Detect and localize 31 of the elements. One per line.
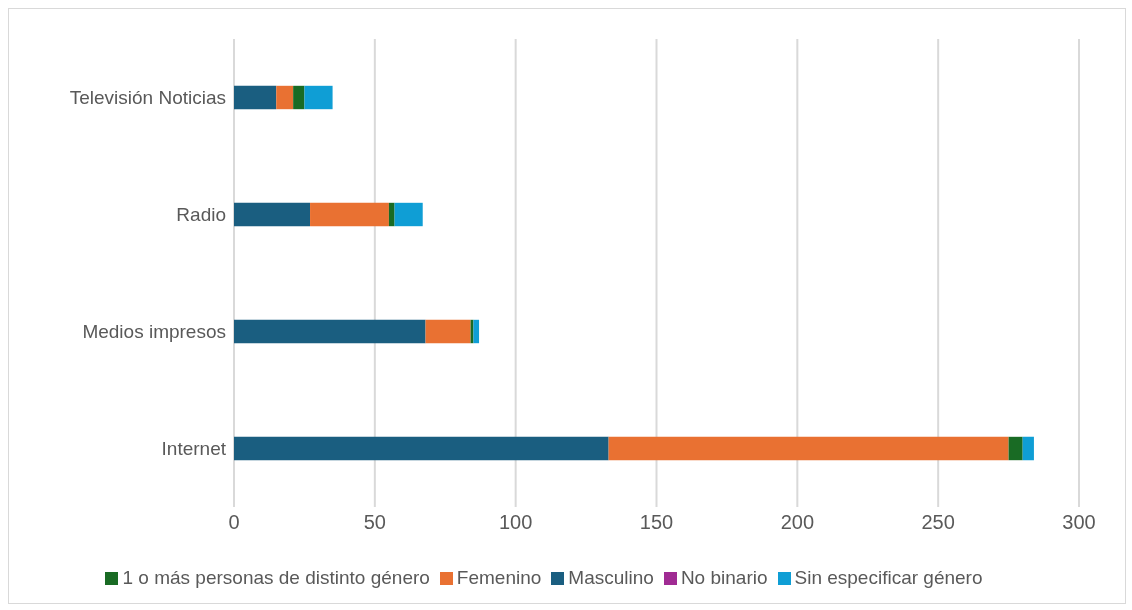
x-tick-label: 250 xyxy=(921,511,955,534)
x-tick-label: 0 xyxy=(228,511,240,534)
legend-label: 1 o más personas de distinto género xyxy=(122,567,430,588)
legend-label: No binario xyxy=(680,567,768,588)
bar xyxy=(276,85,294,110)
bar xyxy=(608,436,1009,461)
bar xyxy=(394,202,423,227)
legend-label: Femenino xyxy=(456,567,542,588)
x-tick-label: 100 xyxy=(498,511,533,534)
y-tick-label: Televisión Noticias xyxy=(69,87,226,109)
bar xyxy=(425,319,471,344)
y-tick-label: Medios impresos xyxy=(82,321,226,343)
legend-label: Masculino xyxy=(568,567,654,588)
bar xyxy=(388,202,395,227)
bar xyxy=(234,202,311,227)
bar xyxy=(234,319,426,344)
x-tick-label: 200 xyxy=(780,511,815,534)
bar xyxy=(234,85,277,110)
bar xyxy=(473,319,480,344)
bar xyxy=(1022,436,1034,461)
x-tick-label: 150 xyxy=(639,511,674,534)
y-tick-label: Radio xyxy=(176,204,226,226)
bar xyxy=(310,202,389,227)
bar xyxy=(293,85,305,110)
bar xyxy=(234,436,609,461)
x-tick-label: 300 xyxy=(1062,511,1096,534)
bar xyxy=(304,85,333,110)
x-tick-label: 50 xyxy=(363,511,386,534)
y-tick-label: Internet xyxy=(161,438,227,460)
legend-label: Sin especificar género xyxy=(794,567,983,588)
bar xyxy=(1008,436,1023,461)
